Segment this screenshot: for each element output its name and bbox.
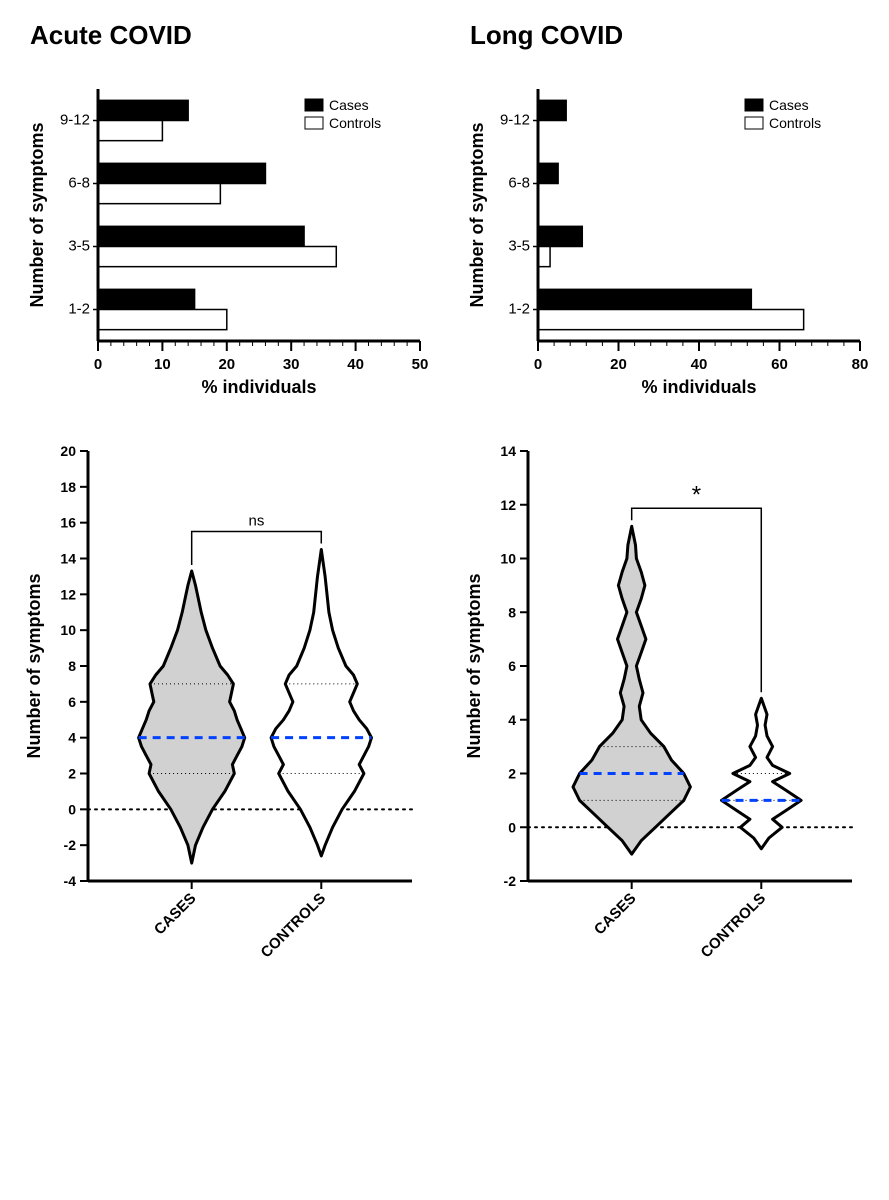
svg-text:60: 60 (771, 356, 788, 373)
svg-text:2: 2 (68, 766, 76, 782)
svg-text:Cases: Cases (769, 97, 809, 113)
svg-text:0: 0 (68, 801, 76, 817)
svg-text:9-12: 9-12 (500, 112, 530, 129)
svg-text:20: 20 (60, 443, 76, 459)
svg-text:20: 20 (610, 356, 627, 373)
svg-text:4: 4 (68, 730, 76, 746)
svg-text:6: 6 (508, 658, 516, 674)
svg-text:16: 16 (60, 515, 76, 531)
svg-text:CONTROLS: CONTROLS (698, 890, 770, 962)
svg-text:-4: -4 (64, 873, 77, 889)
title-left: Acute COVID (20, 20, 430, 51)
svg-text:Number of symptoms: Number of symptoms (24, 573, 44, 758)
svg-text:0: 0 (534, 356, 542, 373)
svg-text:10: 10 (154, 356, 171, 373)
svg-text:Controls: Controls (329, 115, 381, 131)
svg-text:10: 10 (500, 551, 516, 567)
svg-text:14: 14 (60, 551, 76, 567)
svg-text:0: 0 (508, 819, 516, 835)
svg-text:Controls: Controls (769, 115, 821, 131)
svg-text:20: 20 (218, 356, 235, 373)
svg-text:8: 8 (508, 604, 516, 620)
svg-text:% individuals: % individuals (641, 377, 756, 397)
svg-text:40: 40 (347, 356, 364, 373)
svg-text:-2: -2 (504, 873, 517, 889)
svg-text:80: 80 (852, 356, 869, 373)
svg-text:40: 40 (691, 356, 708, 373)
svg-text:14: 14 (500, 443, 516, 459)
bar-chart-long: 1-2 3-5 6-8 9-12 0 20 40 60 80 % individuals Numbe… (460, 71, 870, 411)
svg-text:6-8: 6-8 (68, 175, 90, 192)
svg-text:3-5: 3-5 (68, 238, 90, 255)
svg-text:8: 8 (68, 658, 76, 674)
svg-text:10: 10 (60, 622, 76, 638)
svg-text:12: 12 (60, 586, 76, 602)
svg-text:30: 30 (283, 356, 300, 373)
svg-text:6: 6 (68, 694, 76, 710)
svg-text:18: 18 (60, 479, 76, 495)
svg-text:ns: ns (249, 513, 265, 530)
svg-text:Cases: Cases (329, 97, 369, 113)
svg-text:-2: -2 (64, 837, 77, 853)
svg-text:2: 2 (508, 766, 516, 782)
svg-text:CASES: CASES (151, 890, 200, 939)
svg-text:3-5: 3-5 (508, 238, 530, 255)
violin-chart-acute: -4 -2 0 2 4 6 8 10 12 14 16 18 20 CASES CONTROLS Number… (20, 431, 430, 991)
svg-text:4: 4 (508, 712, 516, 728)
svg-text:*: * (692, 481, 701, 508)
svg-text:9-12: 9-12 (60, 112, 90, 129)
svg-text:% individuals: % individuals (201, 377, 316, 397)
svg-text:CASES: CASES (591, 890, 640, 939)
bar-chart-acute: 1-2 3-5 6-8 9-12 0 10 20 30 40 50 % individuals Num… (20, 71, 430, 411)
figure-grid: Acute COVID Long COVID 1-2 3-5 6-8 9-12 0 10 2… (20, 20, 869, 991)
violin-chart-long: -2 0 2 4 6 8 10 12 14 CASES CONTROLS Number of symp… (460, 431, 870, 991)
title-right: Long COVID (460, 20, 870, 51)
svg-text:12: 12 (500, 497, 516, 513)
svg-text:0: 0 (94, 356, 102, 373)
svg-text:50: 50 (412, 356, 429, 373)
svg-text:Number of symptoms: Number of symptoms (27, 122, 47, 307)
svg-text:Number of symptoms: Number of symptoms (467, 122, 487, 307)
svg-text:1-2: 1-2 (508, 301, 530, 318)
svg-text:Number of symptoms: Number of symptoms (464, 573, 484, 758)
svg-text:CONTROLS: CONTROLS (258, 890, 330, 962)
svg-text:6-8: 6-8 (508, 175, 530, 192)
svg-text:1-2: 1-2 (68, 301, 90, 318)
